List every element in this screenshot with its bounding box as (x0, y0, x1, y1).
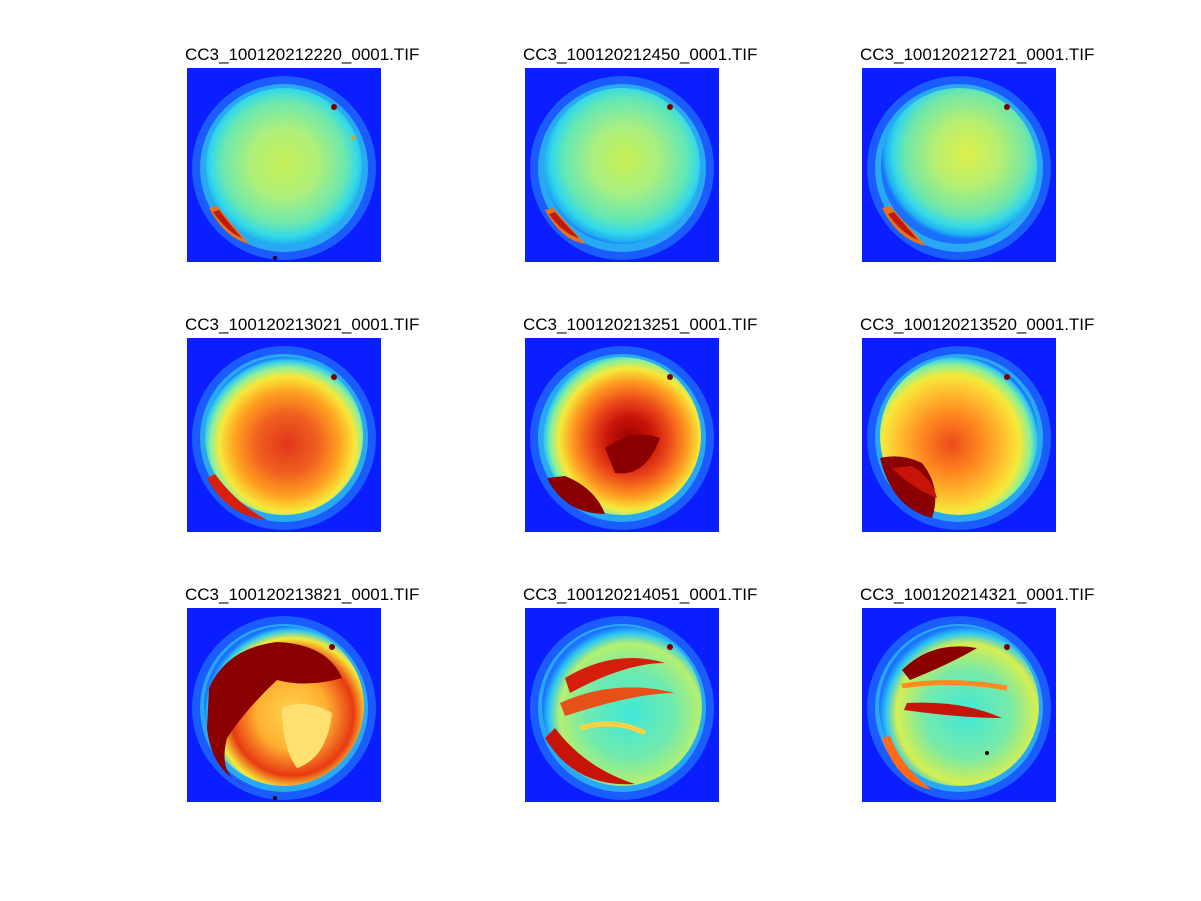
allsky-image (862, 608, 1056, 802)
panel-3: CC3_100120212721_0001.TIF (860, 45, 1102, 295)
panel-title: CC3_100120213021_0001.TIF (185, 315, 420, 334)
panel-6: CC3_100120213520_0001.TIF (860, 315, 1102, 565)
allsky-image-svg (187, 68, 381, 262)
panel-8: CC3_100120214051_0001.TIF (523, 585, 765, 835)
allsky-image (187, 608, 381, 802)
panel-title: CC3_100120214051_0001.TIF (523, 585, 758, 604)
panel-title: CC3_100120213821_0001.TIF (185, 585, 420, 604)
panel-title: CC3_100120212220_0001.TIF (185, 45, 420, 64)
panel-title: CC3_100120213251_0001.TIF (523, 315, 758, 334)
allsky-image-svg (862, 608, 1056, 802)
allsky-image-svg (187, 338, 381, 532)
panel-5: CC3_100120213251_0001.TIF (523, 315, 765, 565)
allsky-image (862, 68, 1056, 262)
panel-7: CC3_100120213821_0001.TIF (185, 585, 427, 835)
allsky-image (525, 68, 719, 262)
allsky-image-svg (187, 608, 381, 802)
allsky-image (525, 608, 719, 802)
allsky-image (862, 338, 1056, 532)
allsky-image-svg (525, 68, 719, 262)
panel-4: CC3_100120213021_0001.TIF (185, 315, 427, 565)
allsky-image-svg (862, 338, 1056, 532)
panel-title: CC3_100120212450_0001.TIF (523, 45, 758, 64)
allsky-image-svg (525, 338, 719, 532)
panel-title: CC3_100120212721_0001.TIF (860, 45, 1095, 64)
panel-title: CC3_100120214321_0001.TIF (860, 585, 1095, 604)
panel-2: CC3_100120212450_0001.TIF (523, 45, 765, 295)
allsky-image (187, 338, 381, 532)
allsky-image (525, 338, 719, 532)
panel-1: CC3_100120212220_0001.TIF (185, 45, 427, 295)
allsky-image-svg (862, 68, 1056, 262)
allsky-image-svg (525, 608, 719, 802)
panel-title: CC3_100120213520_0001.TIF (860, 315, 1095, 334)
allsky-image (187, 68, 381, 262)
panel-9: CC3_100120214321_0001.TIF (860, 585, 1102, 835)
